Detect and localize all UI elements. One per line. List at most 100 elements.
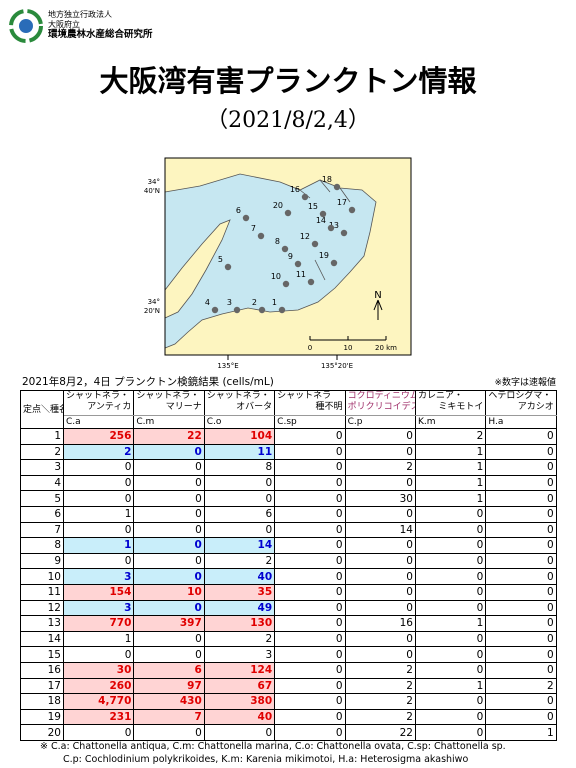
station-label: 3 (227, 298, 232, 307)
header-line: ヘテロシグマ・ (488, 391, 552, 402)
lat-label: 20'N (144, 307, 160, 315)
value-cell: 0 (274, 724, 346, 741)
station-dot (301, 193, 309, 201)
value-cell: 0 (274, 661, 346, 679)
value-cell: 104 (203, 428, 276, 445)
column-header: シャットネラ・ オバータ (203, 390, 276, 416)
value-cell: 0 (274, 599, 346, 617)
data-row: 18 4,770 430 380 0 2 0 0 (20, 693, 557, 710)
value-cell: 0 (485, 568, 557, 585)
scale-label: 0 (308, 344, 312, 352)
value-cell: 0 (485, 443, 557, 461)
value-cell: 0 (485, 459, 557, 476)
value-cell: 0 (414, 646, 487, 663)
header-line: マリーナ (165, 402, 202, 412)
value-cell: 770 (62, 615, 135, 632)
value-cell: 0 (203, 521, 276, 539)
station-label: 1 (272, 298, 277, 307)
value-cell: 40 (203, 568, 276, 585)
value-cell: 1 (414, 490, 487, 507)
value-cell: 256 (62, 428, 135, 445)
station-label: 12 (300, 232, 310, 241)
value-cell: 2 (414, 428, 487, 445)
corner-cell: 定点＼種名 (20, 390, 64, 429)
data-row: 17 260 97 67 0 2 1 2 (20, 677, 557, 695)
value-cell: 0 (203, 474, 276, 492)
station-label: 17 (337, 198, 347, 207)
value-cell: 0 (414, 552, 487, 570)
column-abbr: C.m (133, 415, 205, 429)
station-dot (257, 232, 265, 240)
station-dot (258, 306, 266, 314)
org-line: 地方独立行政法人 (48, 10, 112, 19)
station-label: 4 (205, 298, 210, 307)
station-label: 14 (316, 216, 326, 225)
value-cell: 0 (485, 661, 557, 679)
header-row: 定点＼種名シャットネラ・アンティカシャットネラ・マリーナシャットネラ・オバータシ… (20, 390, 557, 429)
value-cell: 0 (485, 708, 557, 726)
header-line: ミキモトイ (438, 402, 484, 412)
value-cell: 0 (414, 583, 487, 601)
station-dot (307, 278, 315, 286)
value-cell: 0 (133, 552, 205, 570)
value-cell: 0 (274, 708, 346, 726)
value-cell: 0 (274, 428, 346, 445)
station-dot (319, 210, 327, 218)
value-cell: 6 (203, 505, 276, 523)
value-cell: 1 (414, 677, 487, 695)
column-abbr: K.m (414, 415, 487, 429)
value-cell: 3 (62, 599, 135, 617)
header-line: カレニア・ (417, 391, 463, 402)
data-row: 20 0 0 0 0 22 0 1 (20, 724, 557, 741)
header-line: シャットネラ (277, 391, 332, 402)
value-cell: 0 (274, 693, 346, 710)
value-cell: 130 (203, 615, 276, 632)
station-label: 18 (322, 175, 332, 184)
value-cell: 397 (133, 615, 205, 632)
value-cell: 0 (485, 474, 557, 492)
lat-label: 34° (148, 178, 160, 186)
station-label: 8 (275, 237, 280, 246)
station-dot (311, 240, 319, 248)
value-cell: 0 (344, 443, 416, 461)
value-cell: 0 (485, 552, 557, 570)
data-row: 7 0 0 0 0 14 0 0 (20, 521, 557, 539)
value-cell: 0 (203, 490, 276, 507)
value-cell: 0 (274, 537, 346, 554)
header-line: オバータ (236, 402, 273, 412)
value-cell: 0 (62, 459, 135, 476)
station-label: 20 (273, 201, 283, 210)
data-row: 19 231 7 40 0 2 0 0 (20, 708, 557, 726)
lon-label: 135°E (217, 362, 238, 370)
station-cell: 7 (20, 521, 64, 539)
value-cell: 0 (414, 521, 487, 539)
data-row: 5 0 0 0 0 30 1 0 (20, 490, 557, 507)
value-cell: 0 (274, 459, 346, 476)
value-cell: 14 (344, 521, 416, 539)
value-cell: 16 (344, 615, 416, 632)
header-line: アカシオ (517, 402, 554, 412)
station-dot (224, 263, 232, 271)
value-cell: 0 (414, 599, 487, 617)
station-dot (327, 224, 335, 232)
north-label: N (374, 290, 381, 301)
value-cell: 0 (344, 646, 416, 663)
data-row: 15 0 0 3 0 0 0 0 (20, 646, 557, 663)
value-cell: 1 (62, 537, 135, 554)
value-cell: 1 (414, 459, 487, 476)
value-cell: 124 (203, 661, 276, 679)
value-cell: 0 (133, 521, 205, 539)
data-row: 16 30 6 124 0 2 0 0 (20, 661, 557, 679)
station-cell: 11 (20, 583, 64, 601)
data-row: 12 3 0 49 0 0 0 0 (20, 599, 557, 617)
value-cell: 0 (133, 505, 205, 523)
title: 大阪湾有害プランクトン情報 (99, 64, 477, 98)
station-label: 10 (271, 272, 281, 281)
value-cell: 0 (274, 583, 346, 601)
org-line: 大阪府立 (48, 20, 80, 29)
value-cell: 1 (414, 443, 487, 461)
value-cell: 260 (62, 677, 135, 695)
